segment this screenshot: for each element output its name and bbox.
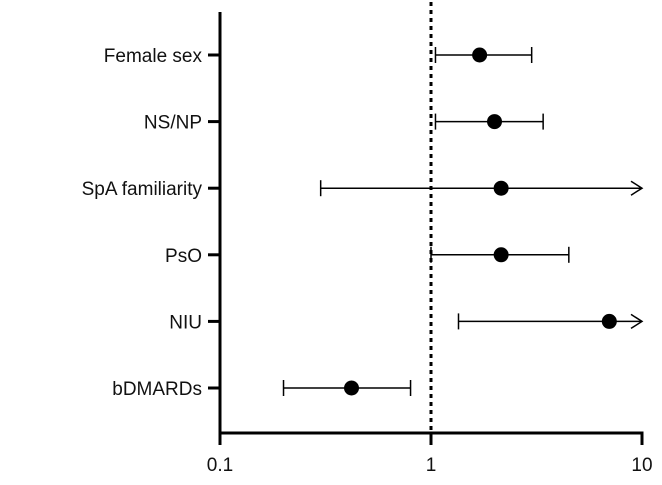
estimate-point <box>601 313 617 329</box>
row-label: SpA familiarity <box>82 179 203 200</box>
x-tick-label: 0.1 <box>207 455 233 476</box>
estimate-point <box>493 180 509 196</box>
forest-row: Female sex <box>104 46 533 67</box>
x-tick-label: 10 <box>631 455 652 476</box>
estimate-point <box>344 380 360 396</box>
forest-row: NIU <box>169 312 644 333</box>
row-label: NIU <box>169 312 202 333</box>
forest-row: bDMARDs <box>112 379 412 400</box>
estimate-point <box>487 114 503 130</box>
row-label: PsO <box>165 246 202 267</box>
forest-row: PsO <box>165 246 570 267</box>
row-label: NS/NP <box>144 113 202 134</box>
forest-row: SpA familiarity <box>82 179 644 200</box>
x-tick-label: 1 <box>426 455 437 476</box>
ci-upper-arrow <box>630 180 644 196</box>
row-label: Female sex <box>104 46 203 67</box>
estimate-point <box>472 47 488 63</box>
ci-upper-arrow <box>630 313 644 330</box>
row-label: bDMARDs <box>112 379 202 400</box>
estimate-point <box>493 247 509 263</box>
forest-row: NS/NP <box>144 113 544 134</box>
axes-layer: 0.1 1 10 <box>207 2 653 476</box>
rows-layer: Female sex NS/NP SpA familiarity PsO NIU bDMA… <box>82 46 644 400</box>
